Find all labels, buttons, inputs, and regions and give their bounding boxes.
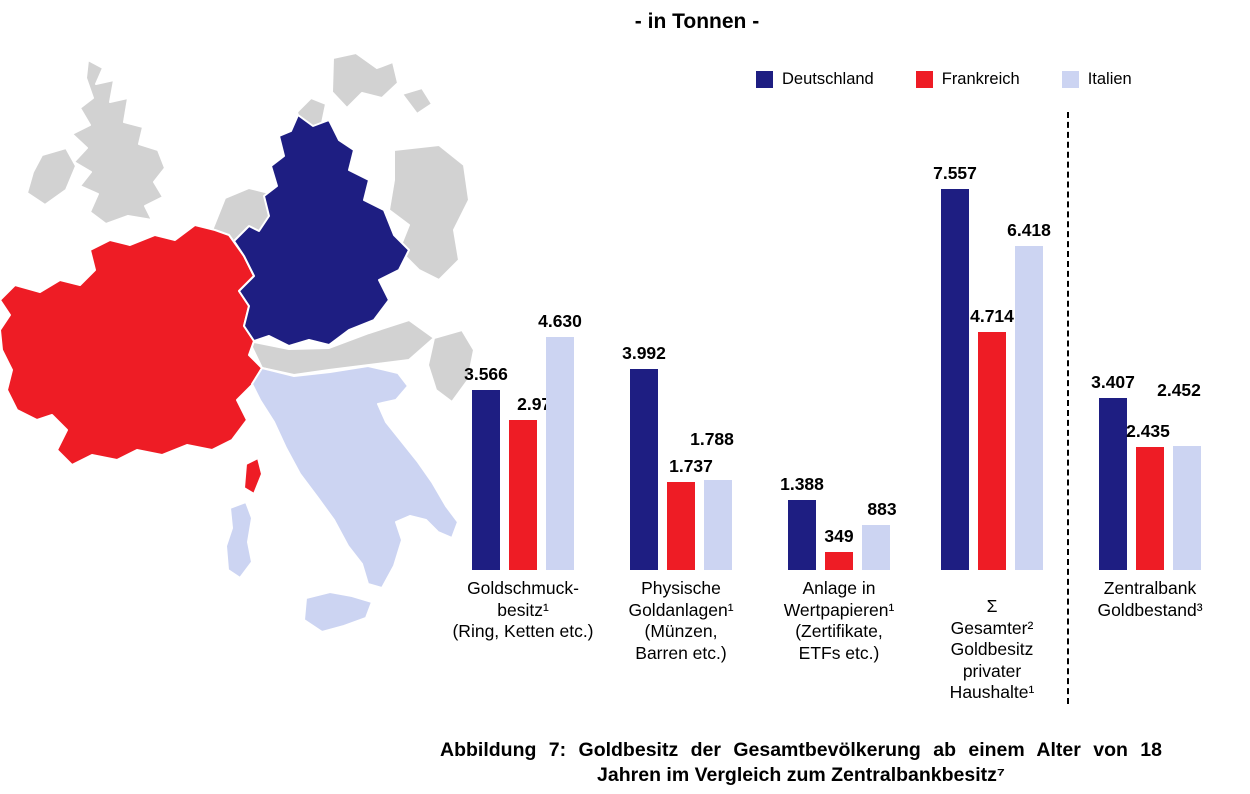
value-label-deutschland-2: 1.388 (780, 474, 824, 494)
map-country-germany (233, 114, 410, 347)
category-label-line: Goldanlagen¹ (628, 599, 734, 620)
category-label-line: Gesamter² (950, 617, 1034, 638)
category-label-line: privater (962, 660, 1022, 681)
bar-deutschland-1 (630, 369, 658, 570)
category-label-line: Goldschmuck- (467, 578, 579, 598)
value-label-italien-3: 6.418 (1007, 220, 1051, 240)
legend-swatch-frankreich (915, 71, 933, 88)
category-label-line: (Münzen, (644, 621, 718, 641)
category-label-line: (Ring, Ketten etc.) (452, 621, 594, 641)
legend-label: Deutschland (782, 70, 874, 88)
bar-deutschland-3 (941, 189, 969, 570)
bar-deutschland-0 (472, 390, 500, 570)
chart-legend: Deutschland Frankreich Italien (756, 70, 1132, 89)
legend-label: Frankreich (941, 70, 1020, 88)
value-label-italien-4: 2.452 (1157, 380, 1201, 400)
bar-frankreich-2 (825, 552, 853, 570)
category-label-4: Zentralbank Goldbestand³ (1097, 578, 1202, 621)
category-label-line: (Zertifikate, (795, 621, 883, 641)
category-label-line: besitz¹ (497, 599, 549, 620)
bar-frankreich-0 (509, 420, 537, 570)
category-label-line: ETFs etc.) (798, 642, 880, 663)
value-label-italien-1: 1.788 (690, 429, 734, 449)
figure-caption: Abbildung 7: Goldbesitz der Gesamtbevölk… (440, 739, 1162, 786)
map-country-ireland (26, 147, 77, 206)
bar-italien-4 (1173, 446, 1201, 570)
category-label-0: Goldschmuck-besitz¹ (Ring, Ketten etc.) (452, 578, 593, 643)
chart-title: - in Tonnen - (634, 10, 760, 33)
value-label-frankreich-1: 1.737 (669, 456, 713, 476)
value-label-italien-2: 883 (867, 499, 897, 519)
dashed-separator (1067, 112, 1069, 704)
category-label-line: Goldbesitz (950, 639, 1034, 659)
category-label-line: Barren etc.) (635, 642, 727, 663)
category-label-1: Physische Goldanlagen¹ (Münzen, Barren etc.… (628, 578, 733, 664)
legend-swatch-deutschland (756, 71, 773, 88)
value-label-frankreich-2: 349 (824, 526, 854, 546)
legend-label: Italien (1087, 70, 1132, 88)
bar-deutschland-2 (788, 500, 816, 570)
bar-frankreich-3 (978, 332, 1006, 570)
map-country-scandinavia (331, 52, 399, 109)
value-label-frankreich-4: 2.435 (1126, 421, 1170, 441)
map-country-great-britain (71, 59, 166, 225)
bar-deutschland-4 (1099, 398, 1127, 570)
value-label-deutschland-0: 3.566 (464, 364, 508, 384)
map-island-sardinia (225, 501, 253, 579)
europe-map (0, 52, 475, 633)
bar-frankreich-1 (667, 482, 695, 570)
category-label-line: Goldbestand³ (1097, 599, 1203, 620)
bar-italien-3 (1015, 246, 1043, 570)
value-label-deutschland-4: 3.407 (1091, 372, 1135, 392)
value-label-deutschland-1: 3.992 (622, 343, 666, 363)
map-country-balkans (427, 329, 475, 403)
category-label-line: Σ (986, 596, 998, 616)
value-label-frankreich-3: 4.714 (970, 306, 1014, 326)
category-label-2: Anlage in Wertpapieren¹ (Zertifikate, ETFs … (784, 578, 895, 664)
legend-item-italien: Italien (1061, 70, 1132, 89)
category-label-line: Anlage in (802, 578, 876, 598)
category-label-3: Σ Gesamter² Goldbesitz privater Haushalte¹ (950, 596, 1035, 704)
map-country-france (0, 224, 263, 466)
bar-frankreich-4 (1136, 447, 1164, 570)
bar-italien-0 (546, 337, 574, 570)
value-label-italien-0: 4.630 (538, 311, 582, 331)
map-country-italy (251, 365, 459, 589)
category-label-line: Physische (641, 578, 721, 598)
category-label-line: Haushalte¹ (949, 682, 1035, 702)
category-label-line: Wertpapieren¹ (783, 599, 895, 620)
map-island-corsica (243, 457, 263, 495)
value-label-deutschland-3: 7.557 (933, 163, 977, 183)
bar-italien-2 (862, 525, 890, 570)
bar-italien-1 (704, 480, 732, 570)
legend-item-frankreich: Frankreich (915, 70, 1020, 89)
map-country-baltic (401, 87, 433, 115)
category-label-line: Zentralbank (1103, 578, 1197, 598)
legend-item-deutschland: Deutschland (756, 70, 874, 89)
legend-swatch-italien (1061, 71, 1079, 88)
map-island-sicily (303, 591, 373, 633)
map-country-poland-czechia (388, 144, 470, 281)
